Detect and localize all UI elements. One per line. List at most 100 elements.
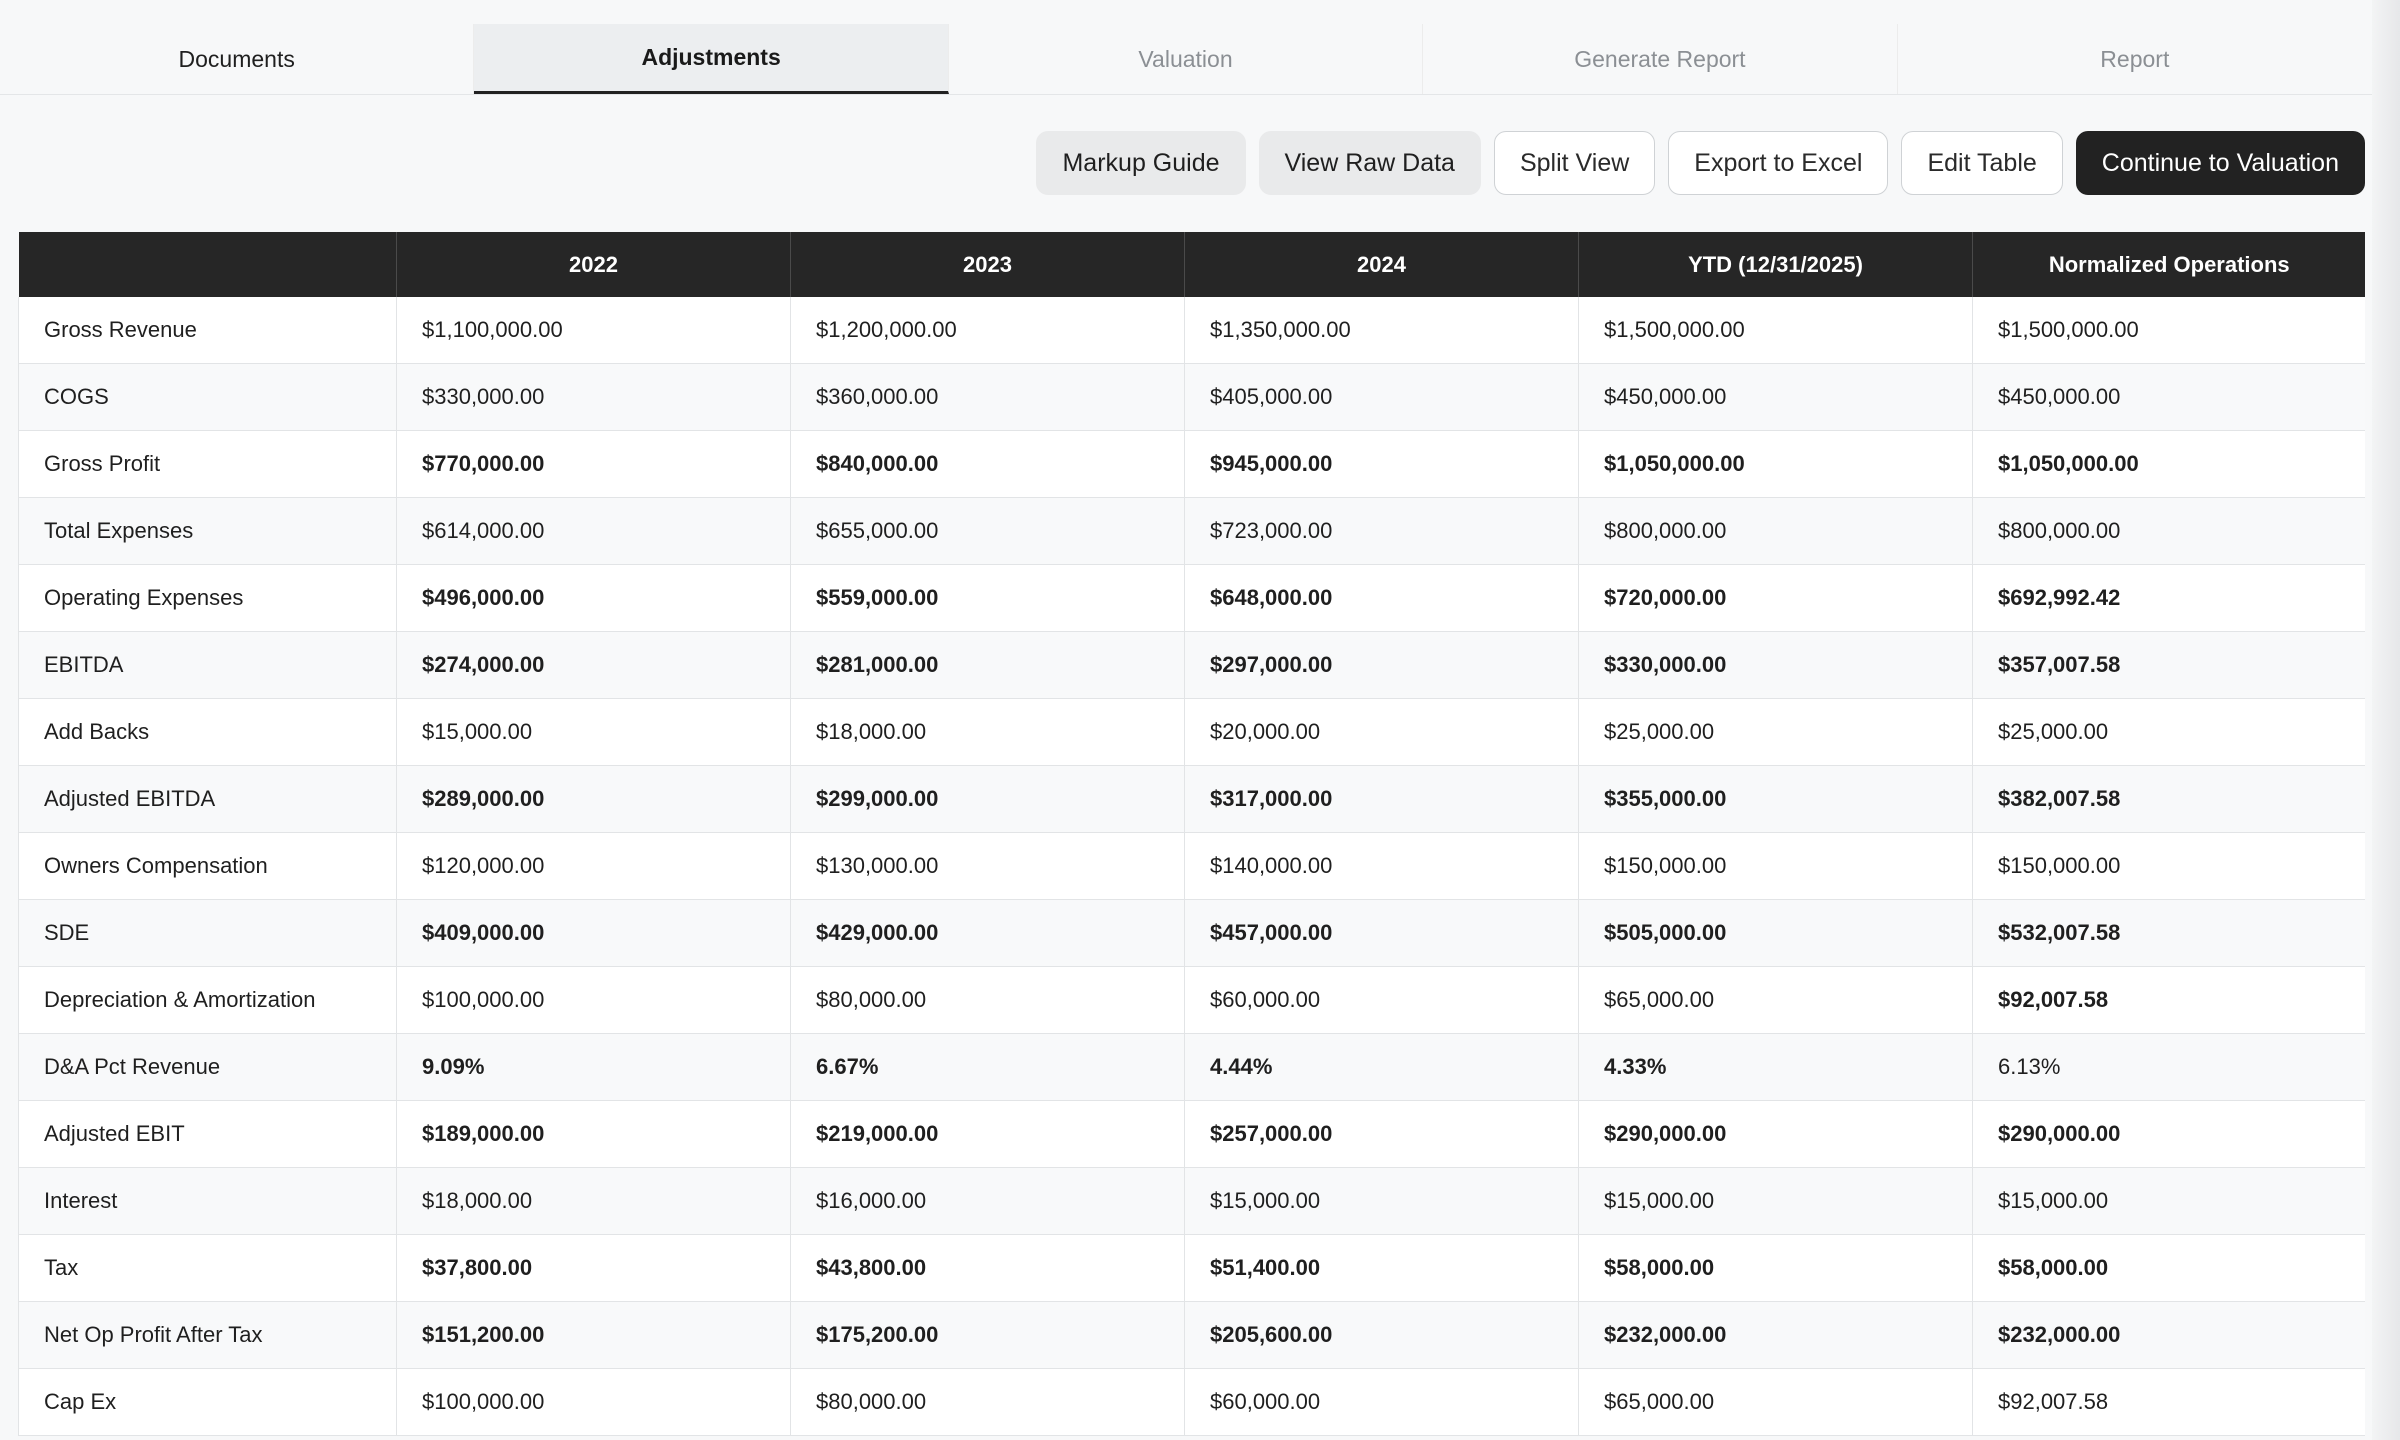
- table-cell[interactable]: 9.09%: [396, 1033, 791, 1101]
- table-cell[interactable]: $1,200,000.00: [790, 297, 1185, 364]
- table-cell[interactable]: $150,000.00: [1578, 832, 1973, 900]
- table-cell[interactable]: $120,000.00: [396, 832, 791, 900]
- table-cell[interactable]: $692,992.42: [1972, 564, 2365, 632]
- row-label: Total Expenses: [18, 497, 397, 565]
- table-cell[interactable]: $15,000.00: [1578, 1167, 1973, 1235]
- table-cell[interactable]: $20,000.00: [1184, 698, 1579, 766]
- table-cell[interactable]: $60,000.00: [1184, 1368, 1579, 1436]
- table-cell[interactable]: $289,000.00: [396, 765, 791, 833]
- table-cell[interactable]: 4.33%: [1578, 1033, 1973, 1101]
- table-cell[interactable]: 6.67%: [790, 1033, 1185, 1101]
- table-cell[interactable]: $357,007.58: [1972, 631, 2365, 699]
- financial-table-container[interactable]: 2022 2023 2024 YTD (12/31/2025) Normaliz…: [18, 232, 2365, 1440]
- table-cell[interactable]: $450,000.00: [1578, 363, 1973, 431]
- table-cell[interactable]: $15,000.00: [1184, 1167, 1579, 1235]
- table-cell[interactable]: $100,000.00: [396, 966, 791, 1034]
- table-cell[interactable]: $15,000.00: [1972, 1167, 2365, 1235]
- table-cell[interactable]: $58,000.00: [1578, 1234, 1973, 1302]
- table-cell[interactable]: $770,000.00: [396, 430, 791, 498]
- row-label: EBITDA: [18, 631, 397, 699]
- table-cell[interactable]: $409,000.00: [396, 899, 791, 967]
- table-cell[interactable]: $1,500,000.00: [1972, 297, 2365, 364]
- table-cell[interactable]: $1,100,000.00: [396, 297, 791, 364]
- table-cell[interactable]: $317,000.00: [1184, 765, 1579, 833]
- table-cell[interactable]: $1,050,000.00: [1972, 430, 2365, 498]
- table-cell[interactable]: $1,050,000.00: [1578, 430, 1973, 498]
- table-cell[interactable]: $151,200.00: [396, 1301, 791, 1369]
- table-cell[interactable]: $382,007.58: [1972, 765, 2365, 833]
- table-cell[interactable]: $405,000.00: [1184, 363, 1579, 431]
- table-cell[interactable]: $25,000.00: [1578, 698, 1973, 766]
- table-cell[interactable]: $297,000.00: [1184, 631, 1579, 699]
- table-cell[interactable]: $429,000.00: [790, 899, 1185, 967]
- table-cell[interactable]: $450,000.00: [1972, 363, 2365, 431]
- table-cell[interactable]: $655,000.00: [790, 497, 1185, 565]
- table-cell[interactable]: $800,000.00: [1578, 497, 1973, 565]
- table-cell[interactable]: $360,000.00: [790, 363, 1185, 431]
- row-label: Gross Profit: [18, 430, 397, 498]
- table-cell[interactable]: $60,000.00: [1184, 966, 1579, 1034]
- table-cell[interactable]: $232,000.00: [1972, 1301, 2365, 1369]
- table-cell[interactable]: $281,000.00: [790, 631, 1185, 699]
- table-cell[interactable]: $945,000.00: [1184, 430, 1579, 498]
- table-cell[interactable]: $43,800.00: [790, 1234, 1185, 1302]
- table-cell[interactable]: $80,000.00: [790, 966, 1185, 1034]
- table-cell[interactable]: $37,800.00: [396, 1234, 791, 1302]
- table-cell[interactable]: $65,000.00: [1578, 966, 1973, 1034]
- table-cell[interactable]: $80,000.00: [790, 1368, 1185, 1436]
- table-cell[interactable]: $1,350,000.00: [1184, 297, 1579, 364]
- table-cell[interactable]: $150,000.00: [1972, 832, 2365, 900]
- table-cell[interactable]: $840,000.00: [790, 430, 1185, 498]
- view-raw-data-button[interactable]: View Raw Data: [1258, 131, 1481, 195]
- table-cell[interactable]: $800,000.00: [1972, 497, 2365, 565]
- table-cell[interactable]: $723,000.00: [1184, 497, 1579, 565]
- markup-guide-button[interactable]: Markup Guide: [1036, 131, 1246, 195]
- tab-documents[interactable]: Documents: [0, 24, 475, 94]
- table-cell[interactable]: $205,600.00: [1184, 1301, 1579, 1369]
- tab-generate-report[interactable]: Generate Report: [1423, 24, 1898, 94]
- table-cell[interactable]: $505,000.00: [1578, 899, 1973, 967]
- table-cell[interactable]: $51,400.00: [1184, 1234, 1579, 1302]
- tab-valuation[interactable]: Valuation: [949, 24, 1424, 94]
- table-cell[interactable]: $175,200.00: [790, 1301, 1185, 1369]
- table-cell[interactable]: $219,000.00: [790, 1100, 1185, 1168]
- table-cell[interactable]: $330,000.00: [396, 363, 791, 431]
- table-cell[interactable]: 6.13%: [1972, 1033, 2365, 1101]
- table-cell[interactable]: $130,000.00: [790, 832, 1185, 900]
- table-cell[interactable]: $16,000.00: [790, 1167, 1185, 1235]
- table-cell[interactable]: $140,000.00: [1184, 832, 1579, 900]
- table-cell[interactable]: $1,500,000.00: [1578, 297, 1973, 364]
- table-cell[interactable]: $257,000.00: [1184, 1100, 1579, 1168]
- table-cell[interactable]: $457,000.00: [1184, 899, 1579, 967]
- table-cell[interactable]: $559,000.00: [790, 564, 1185, 632]
- table-cell[interactable]: $189,000.00: [396, 1100, 791, 1168]
- table-cell[interactable]: $290,000.00: [1578, 1100, 1973, 1168]
- table-cell[interactable]: $532,007.58: [1972, 899, 2365, 967]
- table-cell[interactable]: $18,000.00: [396, 1167, 791, 1235]
- table-cell[interactable]: $25,000.00: [1972, 698, 2365, 766]
- table-cell[interactable]: $58,000.00: [1972, 1234, 2365, 1302]
- edit-table-button[interactable]: Edit Table: [1901, 131, 2063, 195]
- table-cell[interactable]: 4.44%: [1184, 1033, 1579, 1101]
- table-cell[interactable]: $18,000.00: [790, 698, 1185, 766]
- table-cell[interactable]: $15,000.00: [396, 698, 791, 766]
- tab-adjustments[interactable]: Adjustments: [474, 24, 949, 94]
- table-cell[interactable]: $232,000.00: [1578, 1301, 1973, 1369]
- split-view-button[interactable]: Split View: [1493, 131, 1656, 195]
- table-cell[interactable]: $648,000.00: [1184, 564, 1579, 632]
- table-cell[interactable]: $614,000.00: [396, 497, 791, 565]
- table-cell[interactable]: $92,007.58: [1972, 966, 2365, 1034]
- table-cell[interactable]: $355,000.00: [1578, 765, 1973, 833]
- table-cell[interactable]: $330,000.00: [1578, 631, 1973, 699]
- table-cell[interactable]: $496,000.00: [396, 564, 791, 632]
- table-cell[interactable]: $720,000.00: [1578, 564, 1973, 632]
- continue-to-valuation-button[interactable]: Continue to Valuation: [2075, 131, 2365, 195]
- table-cell[interactable]: $65,000.00: [1578, 1368, 1973, 1436]
- tab-report[interactable]: Report: [2100, 45, 2170, 72]
- table-cell[interactable]: $92,007.58: [1972, 1368, 2365, 1436]
- export-to-excel-button[interactable]: Export to Excel: [1668, 131, 1889, 195]
- table-cell[interactable]: $274,000.00: [396, 631, 791, 699]
- table-cell[interactable]: $290,000.00: [1972, 1100, 2365, 1168]
- table-cell[interactable]: $299,000.00: [790, 765, 1185, 833]
- table-cell[interactable]: $100,000.00: [396, 1368, 791, 1436]
